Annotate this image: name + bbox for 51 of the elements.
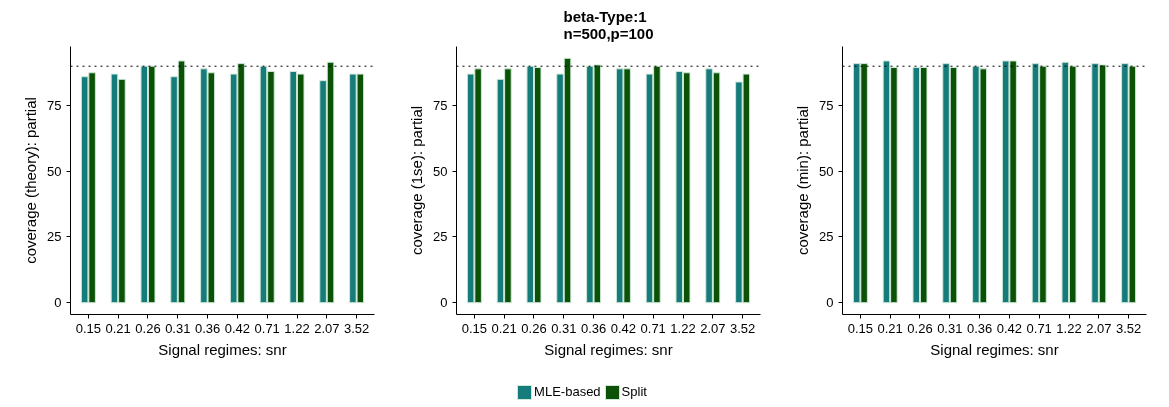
x-axis-title: Signal regimes: snr [930, 340, 1059, 358]
x-tick-label: 0.21 [877, 320, 903, 336]
x-tick-label: 0.42 [996, 320, 1023, 336]
y-tick-label: 50 [433, 163, 448, 179]
x-tick-label: 3.52 [729, 320, 756, 336]
y-tick-label: 25 [433, 229, 448, 245]
y-tick-label: 50 [47, 163, 62, 179]
y-tick-label: 25 [47, 229, 62, 245]
x-tick-label: 0.21 [105, 320, 131, 336]
y-tick-label: 0 [54, 295, 62, 311]
y-tick-label: 0 [826, 295, 834, 311]
y-tick-label: 25 [819, 229, 834, 245]
x-tick-label: 0.42 [610, 320, 637, 336]
x-tick-label: 0.31 [165, 320, 191, 336]
x-tick-label: 0.71 [254, 320, 280, 336]
x-tick-label: 0.21 [491, 320, 517, 336]
y-tick-label: 50 [819, 163, 834, 179]
x-tick-label: 1.22 [1056, 320, 1082, 336]
y-tick-label: 75 [433, 98, 448, 114]
x-tick-label: 2.07 [1086, 320, 1112, 336]
x-tick-label: 0.26 [907, 320, 933, 336]
x-tick-label: 1.22 [284, 320, 310, 336]
x-tick-label: 0.36 [194, 320, 221, 336]
x-axis-title: Signal regimes: snr [158, 340, 287, 358]
x-tick-label: 2.07 [700, 320, 726, 336]
y-tick-label: 75 [819, 98, 834, 114]
legend-label: Split [621, 384, 647, 400]
chart-title: beta-Type:1 n=500,p=100 [563, 7, 654, 42]
x-tick-label: 0.71 [1026, 320, 1052, 336]
x-tick-label: 0.26 [521, 320, 547, 336]
x-tick-label: 0.15 [75, 320, 102, 336]
x-tick-label: 0.36 [580, 320, 607, 336]
y-axis-title: coverage (1se): partial [408, 105, 426, 256]
x-tick-label: 0.71 [640, 320, 666, 336]
x-tick-label: 0.31 [937, 320, 963, 336]
x-tick-label: 0.26 [135, 320, 161, 336]
x-tick-label: 3.52 [1115, 320, 1142, 336]
y-axis-title: coverage (theory): partial [22, 97, 40, 264]
x-tick-label: 3.52 [343, 320, 370, 336]
x-tick-label: 0.31 [551, 320, 577, 336]
x-tick-label: 0.15 [461, 320, 488, 336]
x-tick-label: 0.15 [847, 320, 874, 336]
y-tick-label: 0 [440, 295, 448, 311]
y-tick-label: 75 [47, 98, 62, 114]
x-tick-label: 2.07 [314, 320, 340, 336]
x-tick-label: 1.22 [670, 320, 696, 336]
legend-label: MLE-based [534, 384, 601, 400]
x-tick-label: 0.42 [224, 320, 251, 336]
y-axis-title: coverage (min): partial [794, 105, 812, 256]
x-tick-label: 0.36 [966, 320, 993, 336]
x-axis-title: Signal regimes: snr [544, 340, 673, 358]
